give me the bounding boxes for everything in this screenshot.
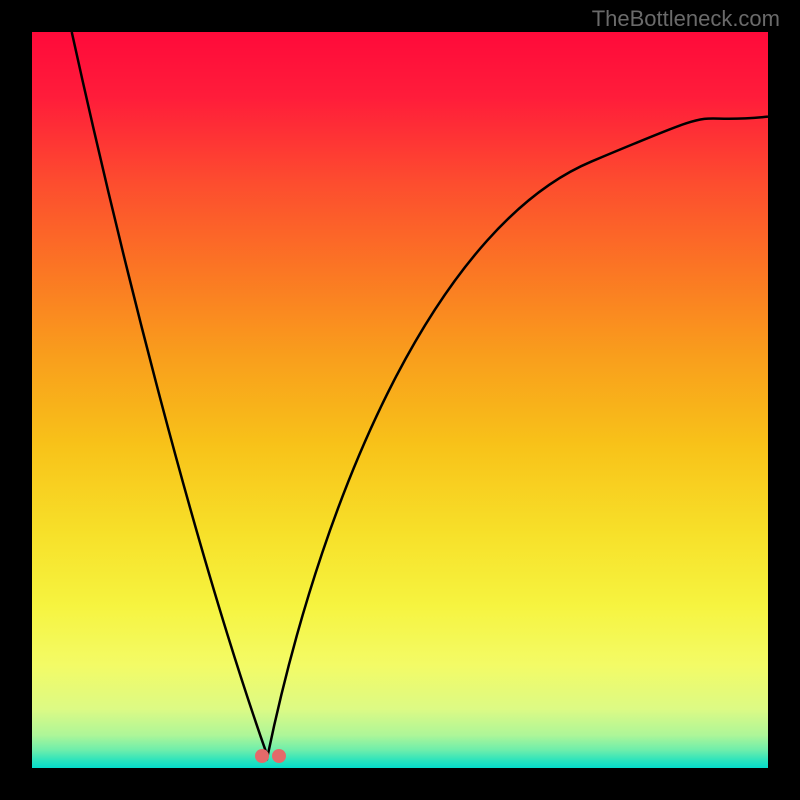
curve-path [72, 32, 768, 756]
marker-dot [272, 749, 286, 763]
plot-area [32, 32, 768, 768]
watermark: TheBottleneck.com [592, 6, 780, 32]
bottleneck-curve [32, 32, 768, 768]
marker-dot [255, 749, 269, 763]
